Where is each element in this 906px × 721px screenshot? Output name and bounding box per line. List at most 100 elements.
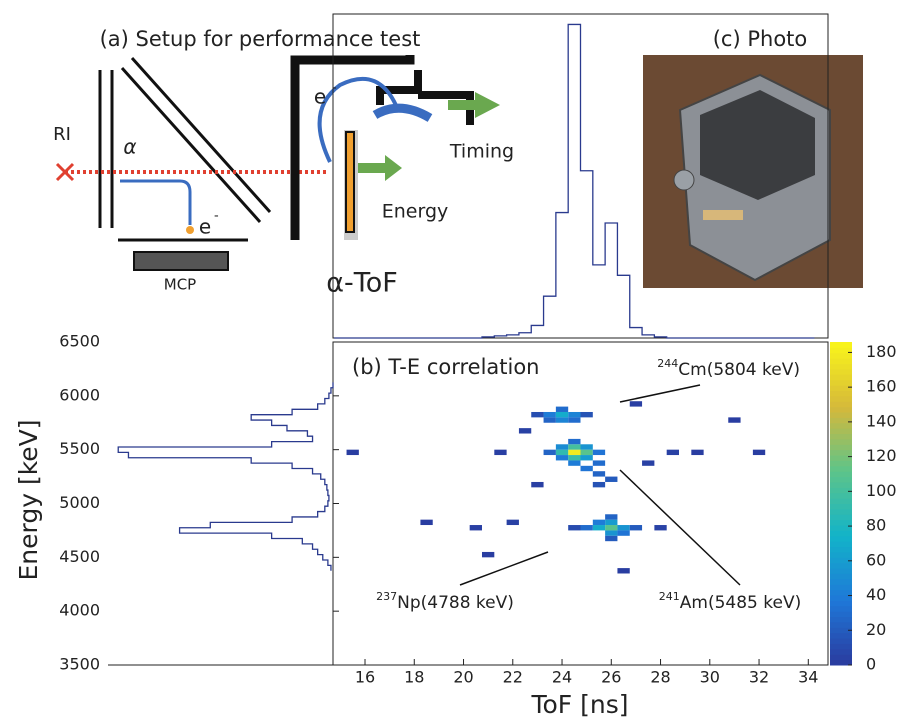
colorbar-tick-label: 0 <box>866 655 876 674</box>
annotation: 237Np(4788 keV) <box>376 590 514 613</box>
annotation-arrow <box>619 469 741 586</box>
colorbar-step <box>830 546 852 553</box>
y-tick-label: 6500 <box>59 332 100 351</box>
mcp-label: MCP <box>164 276 196 294</box>
colorbar-step <box>830 347 852 354</box>
isotope-label: Cm(5804 keV) <box>678 360 800 380</box>
colorbar-tick-label: 80 <box>866 516 886 535</box>
heatmap-cell <box>506 519 519 526</box>
colorbar-step <box>830 498 852 504</box>
colorbar-step <box>830 562 852 569</box>
colorbar-step <box>830 584 852 591</box>
colorbar-step <box>830 632 852 639</box>
y-tick-label: 3500 <box>59 655 100 674</box>
heatmap-cell <box>728 417 741 423</box>
heatmap-cell <box>629 525 643 531</box>
heatmap-cell <box>555 449 569 456</box>
heatmap-cell <box>617 525 630 531</box>
heatmap-cell <box>605 519 618 526</box>
heatmap-cell <box>580 411 593 418</box>
plot-frame <box>332 341 829 666</box>
heatmap-cell <box>568 417 581 423</box>
annotation-arrow <box>619 384 701 403</box>
heatmap-cell <box>420 519 433 526</box>
electron-label: e <box>314 85 326 109</box>
panel-a-title: (a) Setup for performance test <box>100 27 421 51</box>
annotation: 244Cm(5804 keV) <box>657 357 800 380</box>
colorbar-step <box>830 363 852 370</box>
colorbar-step <box>830 514 852 521</box>
colorbar-tick-label: 160 <box>866 377 897 396</box>
colorbar-step <box>830 508 852 515</box>
colorbar-step <box>830 368 852 375</box>
colorbar-step <box>830 449 852 456</box>
heatmap-cell <box>543 411 556 418</box>
heatmap-cell <box>592 449 606 456</box>
colorbar-step <box>830 530 852 537</box>
colorbar-step <box>830 422 852 429</box>
heatmap-cell <box>580 465 593 472</box>
colorbar-step <box>830 406 852 413</box>
isotope: 244 <box>657 357 678 370</box>
heatmap-cell <box>531 481 544 488</box>
heatmap-cell <box>568 444 581 450</box>
colorbar-step <box>830 611 852 618</box>
colorbar-step <box>830 374 852 381</box>
heatmap-cell <box>629 401 643 407</box>
annotation: 241Am(5485 keV) <box>659 590 801 613</box>
annotation-arrow <box>459 551 549 586</box>
heatmap-cell <box>605 514 618 520</box>
heatmap-cell <box>346 449 359 456</box>
heatmap-cell <box>605 525 618 531</box>
colorbar-step <box>830 578 852 585</box>
energy-label: Energy <box>382 201 449 223</box>
colorbar-step <box>830 551 852 558</box>
colorbar-step <box>830 627 852 634</box>
colorbar-step <box>830 395 852 402</box>
colorbar-step <box>830 481 852 488</box>
colorbar-step <box>830 492 852 499</box>
heatmap-cell <box>580 444 593 450</box>
colorbar-step <box>830 401 852 408</box>
colorbar-step <box>830 595 852 601</box>
colorbar-tick-label: 40 <box>866 585 886 604</box>
heatmap-cell <box>568 449 581 456</box>
alpha-label: α <box>123 135 136 159</box>
ri-label: RI <box>53 124 71 145</box>
timing-label: Timing <box>449 141 514 163</box>
chart-title: (b) T-E correlation <box>352 355 540 379</box>
colorbar-step <box>830 503 852 510</box>
colorbar-step <box>830 535 852 542</box>
heatmap-cell <box>568 460 581 466</box>
heatmap-cell <box>568 438 581 445</box>
colorbar-step <box>830 390 852 397</box>
x-tick-label: 26 <box>601 668 621 687</box>
electron-sup: - <box>332 81 337 96</box>
setup-diagram <box>55 55 500 271</box>
colorbar-step <box>830 541 852 548</box>
x-tick-label: 28 <box>650 668 670 687</box>
heatmap-cell <box>654 525 667 531</box>
heatmap-cell <box>592 471 606 477</box>
heatmap-cell <box>642 460 655 466</box>
heatmap-cell <box>605 476 618 482</box>
heatmap-cell <box>617 530 630 536</box>
y-tick-label: 4500 <box>59 547 100 566</box>
y-tick-label: 5000 <box>59 493 100 512</box>
heatmap-cell <box>568 525 581 531</box>
colorbar-step <box>830 358 852 365</box>
colorbar-step <box>830 385 852 391</box>
heatmap-cell <box>555 444 569 450</box>
heatmap-cell <box>568 455 581 461</box>
colorbar-step <box>830 573 852 580</box>
colorbar-step <box>830 379 852 386</box>
colorbar-step <box>830 605 852 612</box>
heatmap-cell <box>617 568 630 574</box>
isotope: 237 <box>376 590 397 603</box>
electron-label: e <box>199 215 211 239</box>
y-tick-label: 4000 <box>59 601 100 620</box>
x-tick-label: 20 <box>453 668 473 687</box>
x-tick-label: 32 <box>749 668 769 687</box>
colorbar-step <box>830 519 852 526</box>
